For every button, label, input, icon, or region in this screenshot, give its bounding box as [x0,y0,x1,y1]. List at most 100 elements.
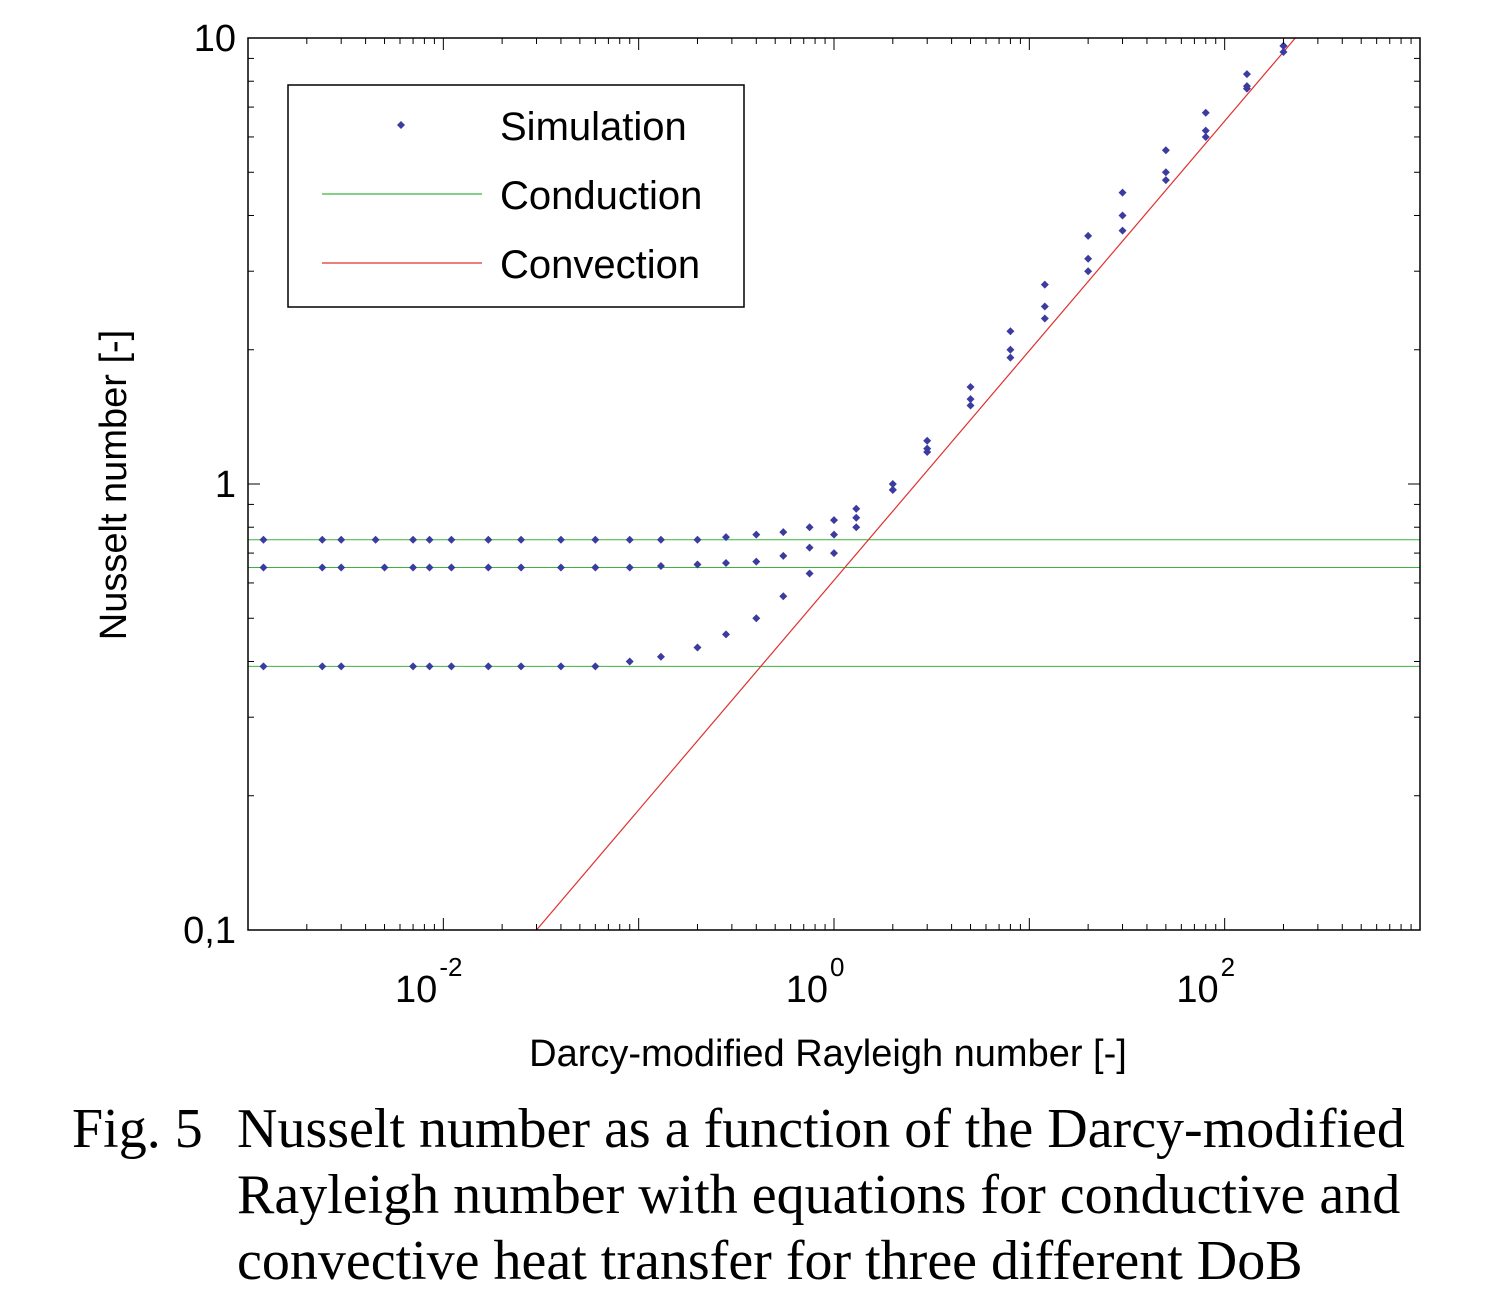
simulation-point [1040,280,1049,289]
caption-text: Nusselt number as a function of the Darc… [237,1098,1405,1292]
simulation-point [852,513,861,522]
simulation-point [752,530,761,539]
simulation-point [693,643,702,652]
simulation-point [722,630,731,639]
legend-label: Convection [500,243,700,287]
simulation-point [923,447,932,456]
simulation-point [805,523,814,532]
simulation-point [484,535,493,544]
x-tick-label: 10 [786,969,828,1011]
simulation-point [966,383,975,392]
axis-ticks [248,38,1420,930]
simulation-points [259,41,1288,671]
legend-label: Conduction [500,174,702,218]
simulation-point [1161,168,1170,177]
simulation-point [752,557,761,566]
simulation-point [1161,176,1170,185]
simulation-point [259,535,268,544]
simulation-point [722,533,731,542]
simulation-point [1118,211,1127,220]
simulation-point [1040,302,1049,311]
simulation-point [1006,327,1015,336]
x-axis-title: Darcy-modified Rayleigh number [-] [529,1033,1127,1075]
simulation-point [591,662,600,671]
simulation-point [1201,132,1210,141]
simulation-point [966,395,975,404]
x-tick-exponent: -2 [439,952,462,982]
simulation-point [447,535,456,544]
x-tick-label: 10 [1176,969,1218,1011]
simulation-point [722,559,731,568]
simulation-point [337,662,346,671]
legend: Simulation Conduction Convection [287,84,745,308]
simulation-point [517,662,526,671]
simulation-point [556,563,565,572]
simulation-point [409,563,418,572]
simulation-point [1084,231,1093,240]
simulation-point [805,543,814,552]
x-tick-exponent: 0 [830,952,844,982]
simulation-point [1118,188,1127,197]
y-tick-labels: 0,1 1 10 [183,18,236,952]
simulation-point [591,535,600,544]
y-axis-title: Nusselt number [-] [93,330,135,640]
simulation-point [1084,254,1093,263]
simulation-point [409,535,418,544]
caption-label: Fig. 5 [72,1098,203,1160]
simulation-point [625,563,634,572]
simulation-point [337,563,346,572]
simulation-point [779,592,788,601]
y-tick-label: 10 [194,18,236,60]
simulation-point [923,436,932,445]
y-tick-label: 1 [215,464,236,506]
simulation-point [1006,353,1015,362]
simulation-point [852,523,861,532]
simulation-point [425,535,434,544]
simulation-point [409,662,418,671]
simulation-point [752,614,761,623]
simulation-point [625,657,634,666]
simulation-point [318,662,327,671]
x-tick-exponent: 2 [1221,952,1235,982]
simulation-point [693,560,702,569]
simulation-point [656,535,665,544]
simulation-point [1118,226,1127,235]
legend-box [287,84,745,308]
simulation-point [779,551,788,560]
simulation-point [779,528,788,537]
simulation-point [371,535,380,544]
simulation-point [693,535,702,544]
simulation-point [1242,84,1251,93]
simulation-point [966,401,975,410]
simulation-point [591,563,600,572]
simulation-point [1201,108,1210,117]
simulation-point [380,563,389,572]
simulation-point [1040,314,1049,323]
simulation-point [1279,41,1288,50]
simulation-point [484,563,493,572]
simulation-point [830,549,838,558]
simulation-point [1006,345,1015,354]
simulation-point [656,652,665,661]
simulation-point [517,535,526,544]
simulation-point [425,662,434,671]
simulation-point [1279,48,1288,57]
simulation-point [517,563,526,572]
simulation-point [259,563,268,572]
simulation-point [337,535,346,544]
simulation-point [1242,70,1251,79]
simulation-point [656,561,665,570]
conduction-lines [248,539,1420,667]
simulation-point [1201,126,1210,135]
simulation-point [447,662,456,671]
x-tick-label: 10 [395,969,437,1011]
simulation-point [1161,146,1170,155]
legend-marker [397,121,405,129]
simulation-point [805,569,814,578]
simulation-point [484,662,493,671]
simulation-point [888,480,897,488]
simulation-point [447,563,456,572]
simulation-point [625,535,634,544]
